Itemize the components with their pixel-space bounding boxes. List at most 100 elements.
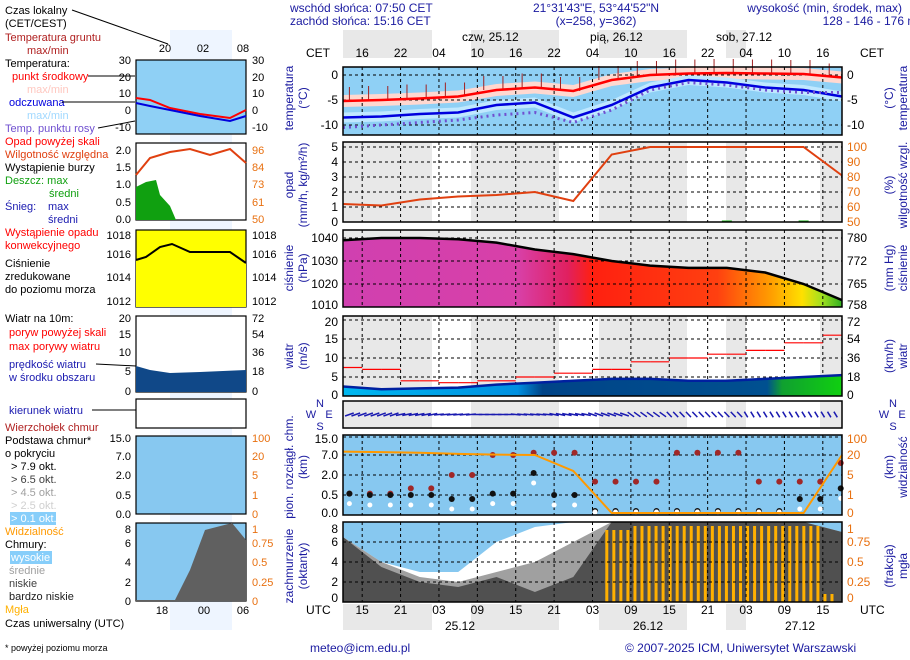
fog-bar: [710, 526, 714, 602]
legend-okt-highlight: [10, 512, 56, 525]
legend-label-cloud-base-2: o pokryciu: [5, 448, 55, 460]
legend-left-tick: 0.0: [116, 214, 131, 226]
footer-copyright: © 2007-2025 ICM, Uniwersytet Warszawski: [625, 641, 856, 655]
cloud-top-dot: [653, 478, 660, 485]
right-tick-label: 780: [847, 231, 867, 245]
cet-hour-label: 16: [663, 46, 677, 60]
fog-bar: [816, 526, 820, 602]
legend-right-tick: 0: [252, 596, 258, 608]
legend-label-wind-speed-1: prędkość wiatru: [9, 359, 86, 371]
wind-arrow: [574, 412, 585, 417]
legend-right-tick: 73: [252, 179, 264, 191]
wind-arrow: [801, 411, 806, 418]
legend-label-wind-title: Wiatr na 10m:: [5, 313, 73, 325]
legend-left-tick: 0.5: [116, 197, 131, 209]
fog-bar: [668, 526, 672, 602]
wind-arrow: [769, 411, 774, 418]
wind-arrow: [594, 412, 604, 417]
legend-label-high: wysokie: [10, 552, 50, 564]
wind-arrow: [711, 411, 718, 418]
wind-arrow: [723, 411, 730, 418]
legend-right-tick: 20: [252, 451, 264, 463]
wind-arrow: [691, 411, 698, 418]
utc-hour-label: 09: [778, 603, 792, 617]
cloud-base-thin-dot: [490, 501, 496, 507]
legend-right-tick: 0: [252, 105, 258, 117]
legend-pressure-line: [135, 242, 247, 264]
axis-title-right: temperatura: [896, 65, 910, 130]
cloud-top-dot: [735, 449, 742, 456]
legend-left-tick: 1014: [107, 272, 131, 284]
wind-arrow: [736, 411, 743, 418]
right-tick-label: 1: [847, 522, 854, 536]
cloud-top-dot: [571, 449, 578, 456]
legend-left-tick: -10: [115, 122, 131, 134]
axis-title-left-unit: (oktanty): [296, 543, 310, 590]
legend-left-tick: 0: [125, 596, 131, 608]
legend-label-wind-dir: kierunek wiatru: [9, 405, 83, 417]
legend-label-cloud-top: Wierzchołek chmur: [5, 422, 99, 434]
utc-hour-label: 15: [663, 603, 677, 617]
axis-title-left-unit: (mm/h, kg/m²/h): [296, 143, 310, 228]
legend-leader-line: [97, 120, 136, 129]
left-tick-label: 10: [325, 351, 339, 365]
legend-high-highlight: [10, 551, 52, 564]
legend-label-pressure-2: zredukowane: [5, 271, 70, 283]
panel-frame: [342, 434, 843, 516]
legend-right-tick: 0: [252, 386, 258, 398]
legend-label-ground-temp-mm: max/min: [27, 45, 69, 57]
fog-bar: [654, 526, 658, 602]
wind-arrow: [357, 412, 367, 417]
cloud-base-thin-dot: [367, 502, 373, 508]
wind-arrow: [402, 412, 412, 417]
axis-title-right: widzialność: [896, 436, 910, 498]
cloud-top-dot: [633, 478, 640, 485]
legend-right-tick: 61: [252, 197, 264, 209]
footer-email-link[interactable]: meteo@icm.edu.pl: [310, 641, 410, 655]
utc-hour-label: 03: [432, 603, 446, 617]
wind-arrow: [389, 412, 399, 417]
legend-label-feels-like: odczuwana: [9, 97, 66, 109]
compass-label-right: S: [889, 421, 896, 433]
cloud-top-dot: [694, 449, 701, 456]
cloud-top-dot: [612, 478, 619, 485]
axis-title-right-unit: (°C): [882, 87, 896, 108]
left-tick-label: 1020: [311, 277, 338, 291]
wind-arrow: [613, 412, 623, 417]
cloud-top-dot: [428, 485, 435, 492]
right-tick-label: 0: [847, 388, 854, 402]
legend-label-storm: Wystąpienie burzy: [5, 162, 95, 174]
left-tick-label: 7.0: [321, 448, 338, 462]
left-tick-label: 0: [331, 388, 338, 402]
cloud-top-dot: [776, 478, 783, 485]
fog-bar: [647, 526, 651, 602]
wind-arrow: [659, 411, 667, 418]
fog-bar: [760, 526, 764, 602]
temp-line: [342, 71, 843, 103]
utc-hour-label: 03: [586, 603, 600, 617]
wind-arrow: [568, 412, 579, 417]
utc-hour-label: 21: [701, 603, 715, 617]
left-tick-label: 2.0: [321, 468, 338, 482]
fog-bar: [830, 594, 834, 602]
left-tick-label: 3: [331, 170, 338, 184]
axis-title-left: opad: [282, 172, 296, 199]
utc-hour-label: 21: [394, 603, 408, 617]
wind-arrow: [640, 411, 648, 418]
right-tick-label: 772: [847, 254, 867, 268]
left-tick-label: -10: [321, 118, 339, 132]
cloud-base-dot: [796, 496, 803, 502]
compass-label-left: S: [316, 421, 323, 433]
date-label: 27.12: [785, 619, 815, 633]
fog-bar: [774, 526, 778, 602]
wind-arrow: [351, 412, 361, 417]
wind-arrow: [542, 413, 553, 416]
axis-title-left-unit: (km): [296, 455, 310, 479]
wind-arrow: [633, 411, 641, 418]
night-band: [343, 30, 432, 58]
wind-speed-line: [342, 373, 843, 391]
legend-left-tick: 1.5: [116, 162, 131, 174]
night-band: [471, 604, 559, 630]
wind-arrow: [600, 412, 610, 417]
